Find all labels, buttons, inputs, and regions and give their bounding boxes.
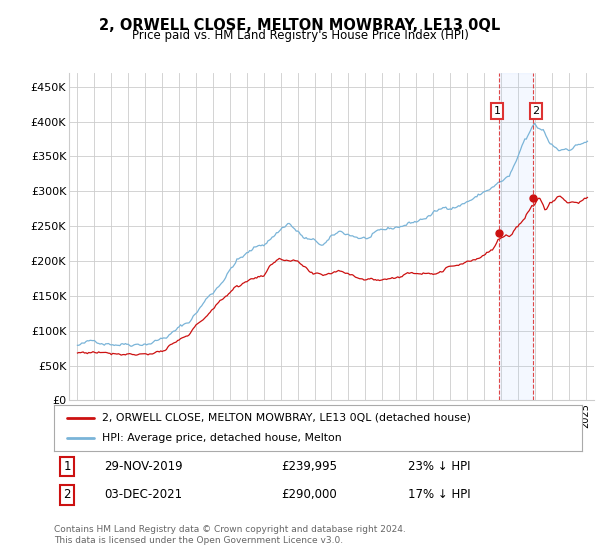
Text: 2, ORWELL CLOSE, MELTON MOWBRAY, LE13 0QL (detached house): 2, ORWELL CLOSE, MELTON MOWBRAY, LE13 0Q… [101,413,470,423]
Text: 2: 2 [532,106,539,116]
Text: Price paid vs. HM Land Registry's House Price Index (HPI): Price paid vs. HM Land Registry's House … [131,29,469,42]
Bar [499,73,533,400]
Text: Contains HM Land Registry data © Crown copyright and database right 2024.
This d: Contains HM Land Registry data © Crown c… [54,525,406,545]
Text: 1: 1 [493,106,500,116]
Text: HPI: Average price, detached house, Melton: HPI: Average price, detached house, Melt… [101,433,341,443]
Text: 2, ORWELL CLOSE, MELTON MOWBRAY, LE13 0QL: 2, ORWELL CLOSE, MELTON MOWBRAY, LE13 0Q… [100,18,500,33]
Text: 1: 1 [64,460,71,473]
Text: 29-NOV-2019: 29-NOV-2019 [104,460,183,473]
Text: 17% ↓ HPI: 17% ↓ HPI [408,488,470,501]
Text: 2: 2 [64,488,71,501]
Text: £239,995: £239,995 [281,460,337,473]
Text: 23% ↓ HPI: 23% ↓ HPI [408,460,470,473]
Text: £290,000: £290,000 [281,488,337,501]
Text: 03-DEC-2021: 03-DEC-2021 [104,488,182,501]
